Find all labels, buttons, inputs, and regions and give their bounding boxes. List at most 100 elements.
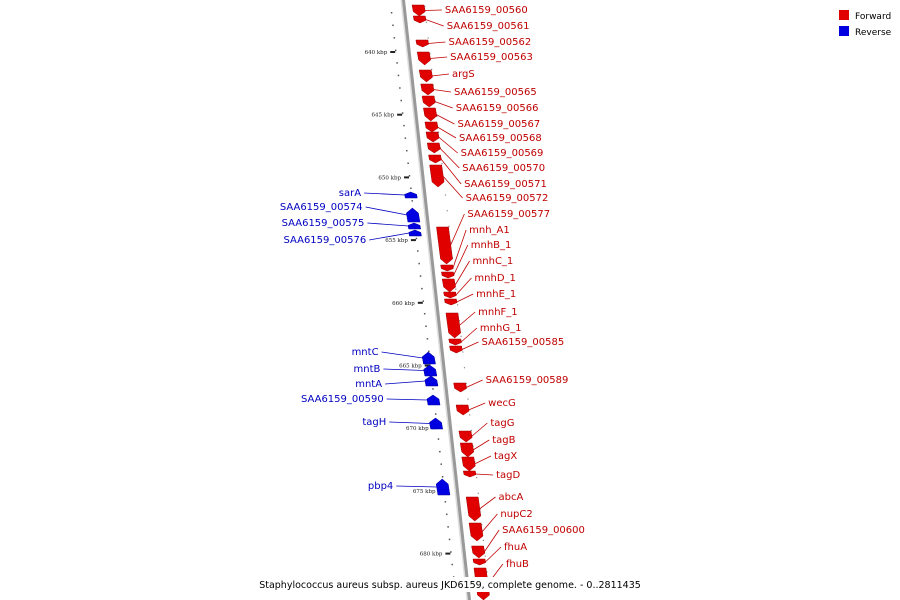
minor-tick: [467, 398, 469, 400]
gene-feature: tagG: [458, 418, 515, 443]
gene-label: tagX: [494, 451, 517, 462]
gene-feature: mntB: [354, 364, 438, 377]
gene-feature: SAA6159_00577: [436, 209, 550, 265]
gene-layer: SAA6159_00560 SAA6159_00561 SAA6159_00562 S…: [280, 4, 585, 600]
gene-feature: SAA6159_00565: [420, 83, 537, 98]
minor-tick: [397, 74, 400, 77]
major-tick: [390, 51, 396, 53]
minor-tick: [439, 450, 441, 453]
minor-tick: [455, 288, 457, 290]
gene-feature: SAA6159_00560: [411, 4, 528, 17]
backbone-shadow: [400, 0, 469, 600]
gene-leader-line: [437, 126, 457, 139]
gene-label: mnhD_1: [474, 273, 515, 284]
gene-arrow: [435, 478, 451, 496]
gene-feature: mnhE_1: [444, 289, 516, 306]
gene-feature: SAA6159_00569: [425, 131, 543, 159]
gene-leader-line: [383, 368, 425, 371]
gene-label: SAA6159_00571: [464, 179, 547, 190]
gene-label: SAA6159_00589: [486, 375, 569, 386]
minor-tick: [463, 367, 466, 369]
gene-label: SAA6159_00562: [448, 37, 531, 48]
gene-feature: mnhF_1: [445, 307, 518, 339]
gene-feature: tagH: [362, 417, 443, 430]
minor-tick: [441, 475, 444, 478]
minor-tick: [465, 382, 467, 384]
minor-tick: [450, 241, 452, 243]
gene-arrow: [465, 496, 482, 522]
gene-leader-line: [428, 41, 446, 44]
caption: Staphylococcus aureus subsp. aureus JKD6…: [259, 580, 641, 591]
gene-leader-line: [485, 546, 502, 563]
minor-tick: [411, 200, 414, 202]
gene-arrow: [421, 351, 436, 365]
minor-tick: [407, 162, 409, 164]
minor-tick: [460, 335, 462, 337]
gene-feature: tagD: [463, 470, 520, 481]
gene-arrow: [418, 69, 433, 83]
gene-feature: nupC2: [468, 509, 533, 542]
gene-feature: mnhB_1: [441, 240, 511, 279]
gene-leader-line: [433, 89, 452, 93]
gene-label: SAA6159_00561: [447, 21, 530, 32]
minor-tick: [399, 87, 401, 89]
gene-arrow: [463, 470, 477, 478]
gene-leader-line: [442, 175, 463, 199]
caption-background: [262, 577, 638, 592]
minor-tick: [421, 287, 423, 290]
gene-leader-line: [460, 327, 478, 343]
minor-tick: [404, 137, 407, 139]
gene-leader-line: [429, 56, 448, 59]
gene-feature: fhuA: [472, 542, 527, 566]
gene-arrow: [416, 51, 431, 66]
minor-tick: [436, 115, 438, 118]
gene-leader-line: [471, 422, 488, 437]
gene-leader-line: [481, 513, 498, 533]
gene-label: tagG: [490, 418, 514, 429]
gene-label: mnh_A1: [469, 225, 510, 236]
gene-arrow: [468, 522, 484, 542]
gene-label: argS: [452, 69, 475, 80]
gene-label: SAA6159_00577: [467, 209, 550, 220]
gene-label: mnhE_1: [476, 289, 516, 300]
gene-label: tagB: [492, 435, 515, 446]
gene-arrow: [424, 375, 439, 387]
gene-arrow: [412, 15, 427, 24]
gene-feature: mntA: [355, 375, 439, 390]
gene-feature: SAA6159_00600: [471, 525, 585, 559]
gene-feature: SAA6159_00566: [421, 95, 538, 114]
gene-leader-line: [474, 455, 492, 465]
minor-tick: [477, 492, 479, 494]
gene-feature: SAA6159_00572: [429, 164, 549, 204]
minor-tick: [444, 194, 447, 196]
gene-label: SAA6159_00560: [445, 5, 528, 16]
gene-feature: mnh_A1: [440, 225, 510, 272]
gene-leader-line: [367, 222, 409, 227]
gene-arrow: [406, 207, 421, 223]
gene-arrow: [426, 394, 441, 406]
gene-label: SAA6159_00590: [301, 394, 384, 405]
gene-label: pbp4: [368, 481, 393, 492]
gene-arrow: [448, 338, 462, 346]
gene-leader-line: [364, 192, 405, 196]
gene-arrow: [471, 545, 486, 559]
gene-arrow: [441, 278, 456, 293]
gene-leader-line: [468, 402, 486, 411]
backbone-line: [402, 0, 471, 600]
backbone-layer: [400, 0, 471, 600]
gene-label: sarA: [339, 188, 361, 199]
gene-label: SAA6159_00563: [450, 52, 533, 63]
gene-arrow: [459, 442, 475, 458]
gene-label: SAA6159_00572: [466, 193, 549, 204]
gene-arrow: [404, 191, 418, 199]
minor-tick: [450, 551, 452, 553]
gene-feature: SAA6159_00567: [423, 107, 540, 130]
gene-leader-line: [450, 213, 465, 246]
gene-arrow: [436, 226, 453, 265]
minor-tick: [428, 350, 430, 353]
gene-arrow: [407, 222, 421, 230]
gene-leader-line: [459, 311, 476, 326]
gene-label: SAA6159_00585: [481, 337, 564, 348]
gene-label: SAA6159_00568: [459, 133, 542, 144]
